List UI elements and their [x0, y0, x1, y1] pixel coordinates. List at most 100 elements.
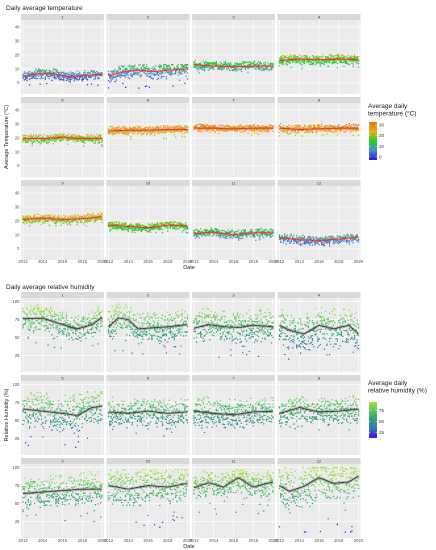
- data-point: [132, 65, 135, 67]
- data-point: [278, 57, 281, 60]
- data-point: [40, 138, 43, 140]
- data-point: [135, 229, 137, 231]
- data-point: [238, 63, 240, 65]
- facet-strip-label: 12: [317, 181, 322, 186]
- data-point: [255, 68, 257, 70]
- data-point: [177, 222, 179, 224]
- data-point: [185, 126, 187, 128]
- data-point: [176, 228, 178, 230]
- data-point: [202, 66, 204, 68]
- data-point: [52, 76, 54, 79]
- data-point: [68, 138, 70, 140]
- data-point: [93, 70, 95, 72]
- data-point: [46, 141, 48, 143]
- data-point: [47, 136, 49, 138]
- data-point: [54, 140, 56, 143]
- data-point: [261, 131, 264, 133]
- data-point: [198, 231, 200, 233]
- data-point: [334, 126, 336, 128]
- data-point: [326, 57, 328, 59]
- data-point: [228, 237, 231, 239]
- data-point: [139, 128, 141, 130]
- data-point: [238, 126, 240, 128]
- data-point: [336, 131, 339, 133]
- data-point: [138, 130, 140, 133]
- data-point: [127, 131, 129, 133]
- data-point: [294, 131, 296, 133]
- data-point: [173, 72, 175, 75]
- data-point: [350, 130, 352, 132]
- data-point: [202, 126, 204, 128]
- data-point: [256, 129, 258, 131]
- data-point: [182, 229, 185, 231]
- data-point: [72, 72, 74, 75]
- data-point: [85, 77, 87, 79]
- data-point: [157, 131, 160, 134]
- data-point: [55, 219, 57, 221]
- data-point: [286, 130, 288, 132]
- data-point: [169, 70, 171, 73]
- data-point: [30, 75, 32, 77]
- data-point: [146, 134, 148, 136]
- data-point: [194, 232, 196, 234]
- data-point: [31, 73, 33, 75]
- data-point: [77, 214, 79, 216]
- data-point: [223, 125, 225, 127]
- data-point: [234, 66, 236, 68]
- data-point: [36, 139, 39, 141]
- data-point: [126, 128, 128, 130]
- data-point: [207, 125, 210, 127]
- data-point: [305, 55, 307, 57]
- data-point: [228, 69, 231, 71]
- x-tick-label: 2012: [18, 259, 28, 264]
- data-point: [334, 242, 336, 244]
- data-point: [35, 218, 37, 221]
- data-point: [218, 68, 220, 70]
- data-point: [30, 77, 32, 79]
- data-point: [327, 128, 329, 131]
- data-point: [315, 127, 317, 129]
- data-point: [185, 64, 187, 66]
- data-point: [299, 240, 302, 242]
- data-point: [344, 128, 346, 130]
- data-point: [73, 138, 75, 141]
- data-point: [89, 218, 91, 220]
- data-point: [301, 56, 303, 58]
- data-point: [47, 141, 49, 143]
- data-point: [267, 62, 269, 64]
- data-point: [63, 222, 65, 224]
- data-point: [309, 131, 311, 133]
- data-point: [46, 135, 48, 137]
- data-point: [60, 140, 62, 142]
- data-point: [211, 229, 214, 231]
- data-point: [177, 68, 179, 70]
- data-point: [303, 61, 306, 63]
- data-point: [305, 240, 307, 243]
- data-point: [153, 67, 156, 69]
- data-point: [57, 135, 60, 137]
- data-point: [101, 215, 103, 217]
- data-point: [111, 223, 114, 225]
- data-point: [44, 70, 46, 72]
- data-point: [198, 233, 200, 235]
- data-point: [134, 126, 136, 128]
- data-point: [151, 132, 153, 134]
- data-point: [218, 229, 220, 232]
- data-point: [342, 128, 344, 130]
- data-point: [259, 239, 261, 241]
- data-point: [40, 139, 43, 142]
- data-point: [157, 71, 160, 74]
- data-point: [182, 66, 185, 68]
- data-point: [168, 68, 170, 70]
- data-point: [307, 60, 310, 62]
- data-point: [160, 71, 162, 73]
- data-point: [242, 131, 244, 133]
- data-point: [79, 219, 81, 221]
- data-point: [350, 56, 352, 58]
- data-point: [111, 134, 114, 136]
- data-point: [25, 72, 27, 74]
- data-point: [259, 126, 261, 128]
- data-point: [326, 130, 328, 132]
- data-point: [281, 58, 283, 60]
- data-point: [268, 229, 270, 232]
